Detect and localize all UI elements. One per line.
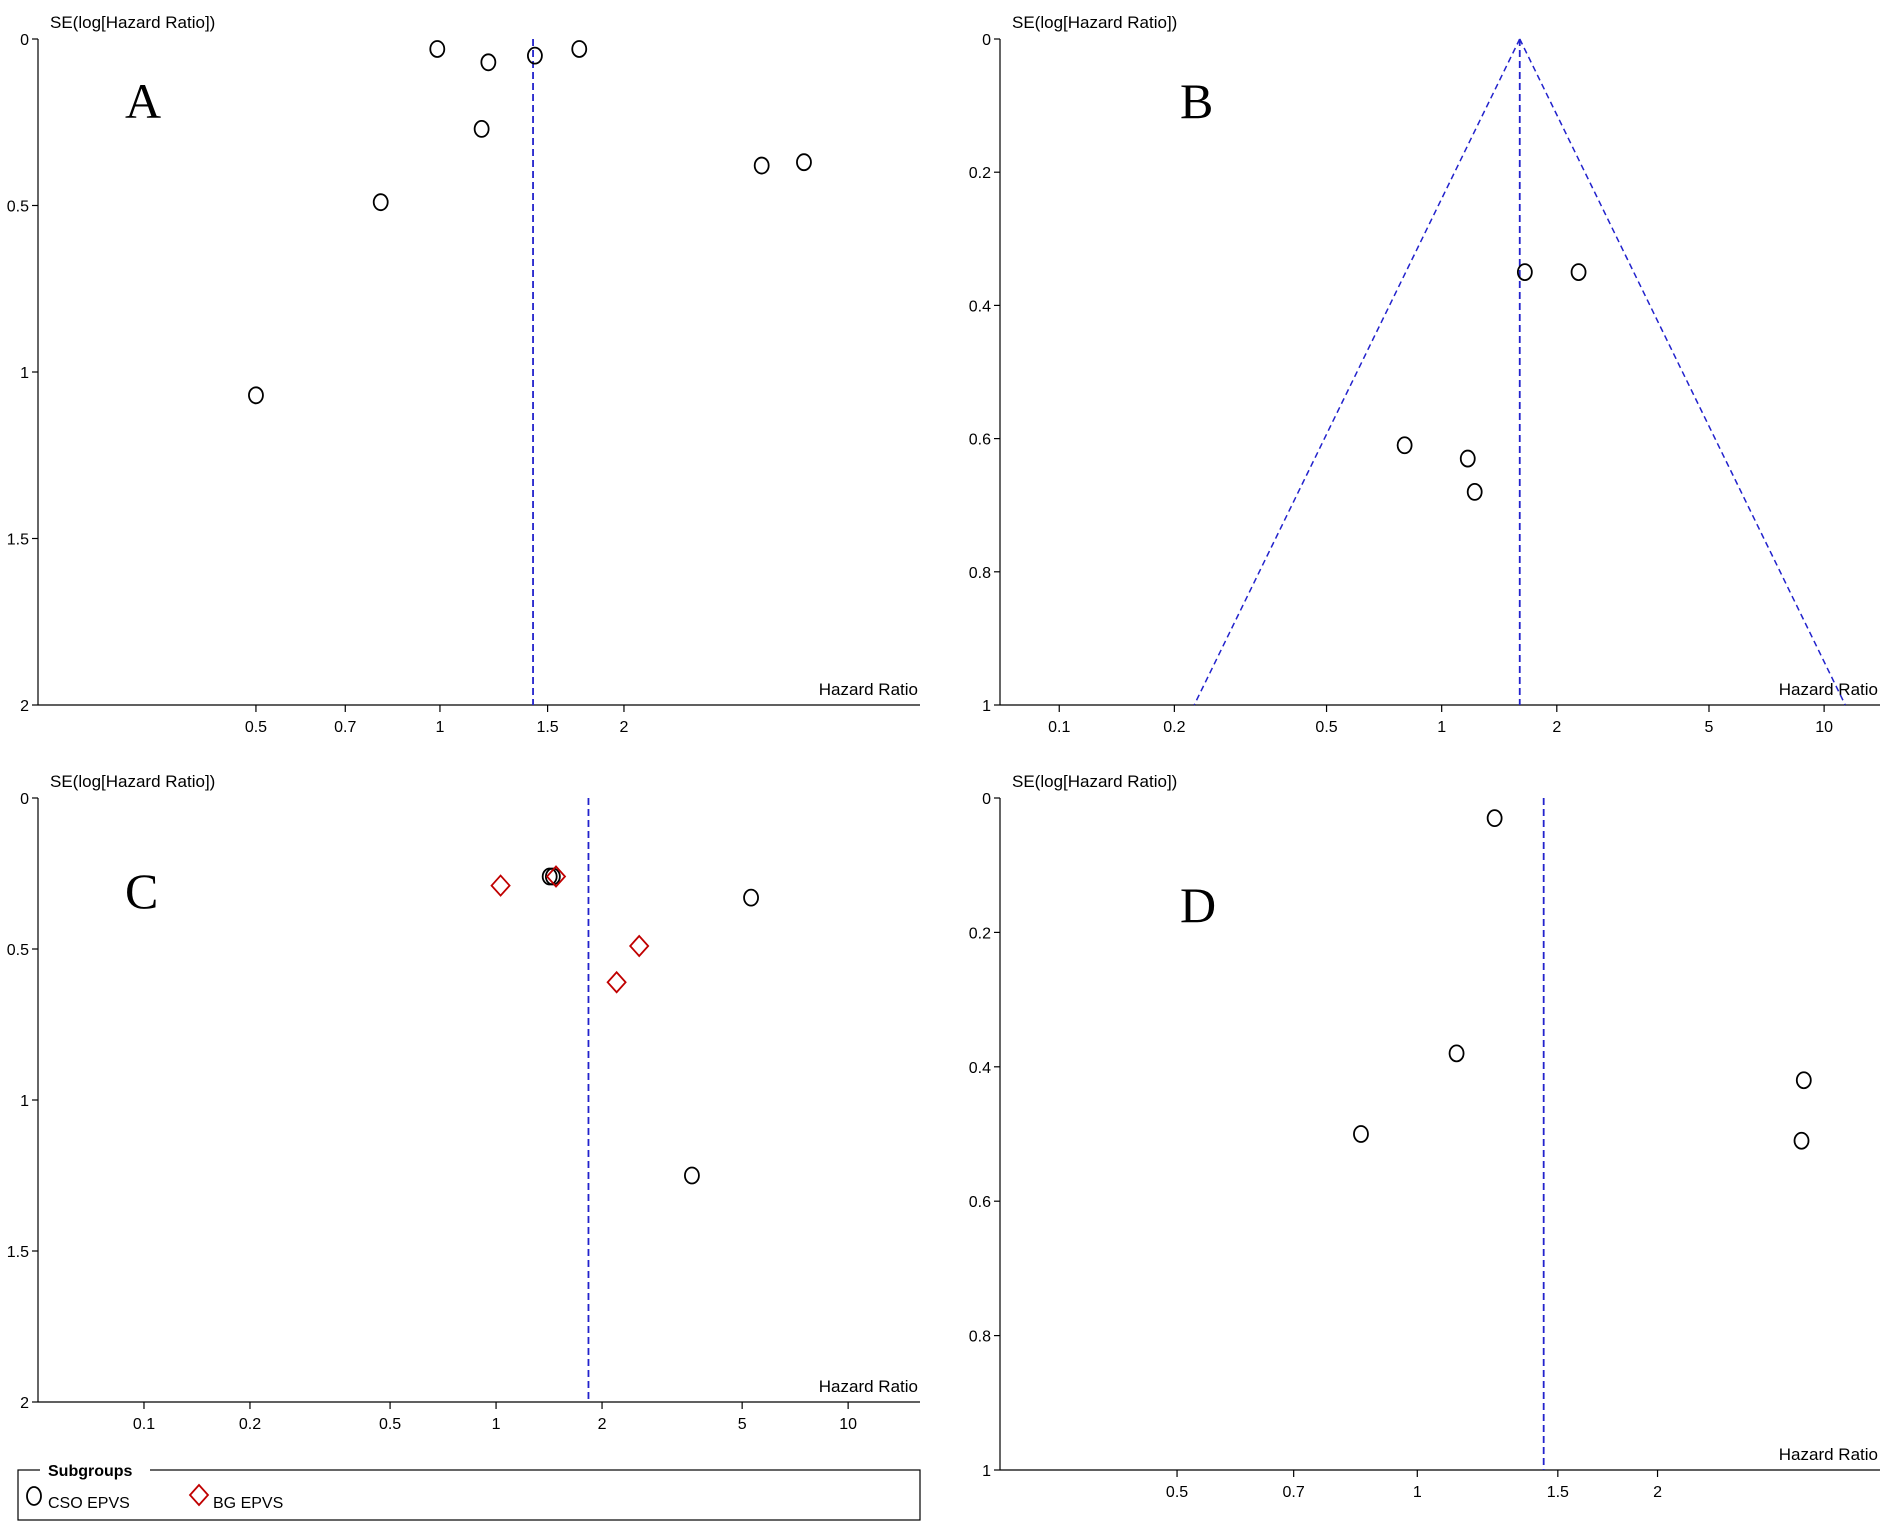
x-tick-label: 5: [738, 1416, 747, 1433]
data-point-circle: [1353, 1125, 1369, 1143]
y-tick-label: 0: [982, 32, 991, 49]
y-tick-label: 0: [20, 32, 29, 49]
data-point-circle: [372, 193, 389, 212]
y-tick-label: 0.2: [969, 165, 991, 182]
panel-letter: D: [1180, 877, 1216, 933]
panel-letter: A: [125, 73, 161, 129]
x-tick-label: 0.2: [1163, 719, 1185, 736]
x-tick-label: 0.7: [334, 719, 356, 736]
data-point-circle: [1486, 809, 1503, 828]
y-tick-label: 0: [982, 791, 991, 808]
data-point-circle: [480, 53, 497, 72]
y-tick-label: 0.6: [969, 1194, 991, 1211]
y-tick-label: 1: [20, 1093, 29, 1110]
x-tick-label: 0.1: [1048, 719, 1070, 736]
data-point-circle: [1570, 263, 1587, 282]
x-tick-label: 0.5: [1166, 1484, 1188, 1501]
x-tick-label: 0.5: [379, 1416, 401, 1433]
y-tick-label: 0.4: [969, 1060, 991, 1077]
panel-b: SE(log[Hazard Ratio]) Hazard Ratio 0 0.2 0.4…: [969, 13, 1880, 736]
data-point-circle: [1793, 1131, 1810, 1150]
data-point-diamond: [628, 934, 650, 958]
data-point-circle: [743, 888, 759, 907]
y-tick-label: 0: [20, 791, 29, 808]
y-tick-label: 1.5: [7, 1244, 29, 1261]
legend-diamond-icon: [188, 1483, 210, 1507]
data-point-circle: [1448, 1044, 1465, 1063]
legend-box: [17, 1469, 921, 1521]
panel-letter: C: [125, 863, 158, 919]
x-tick-label: 1: [436, 719, 445, 736]
legend-title-bg: [40, 1460, 150, 1478]
x-tick-label: 1: [1413, 1484, 1422, 1501]
data-point-circle: [796, 153, 812, 172]
data-point-circle: [473, 120, 490, 138]
y-axis-label: SE(log[Hazard Ratio]): [1012, 13, 1177, 32]
data-point-circle: [1396, 436, 1413, 455]
x-axis-label: Hazard Ratio: [819, 1377, 918, 1396]
y-tick-label: 0.5: [7, 942, 29, 959]
data-point-circle: [248, 386, 264, 405]
data-point-circle: [527, 46, 543, 65]
data-point-circle: [571, 40, 588, 58]
x-axis-label: Hazard Ratio: [1779, 680, 1878, 699]
x-tick-label: 0.5: [245, 719, 267, 736]
data-point-diamond: [606, 970, 627, 994]
data-point-diamond: [545, 865, 567, 888]
y-tick-label: 0.2: [969, 925, 991, 942]
y-tick-label: 1.5: [7, 532, 29, 549]
x-tick-label: 2: [620, 719, 629, 736]
y-tick-label: 2: [20, 1395, 29, 1412]
x-tick-label: 0.2: [239, 1416, 261, 1433]
y-tick-label: 0.4: [969, 298, 991, 315]
data-point-circle: [684, 1166, 700, 1185]
y-tick-label: 2: [20, 698, 29, 715]
data-point-diamond: [490, 874, 511, 897]
legend-entry-label: BG EPVS: [213, 1495, 283, 1512]
x-tick-label: 2: [1653, 1484, 1662, 1501]
panel-letter: B: [1180, 73, 1213, 129]
y-axis-label: SE(log[Hazard Ratio]): [50, 13, 215, 32]
x-axis-label: Hazard Ratio: [819, 680, 918, 699]
x-tick-label: 1: [1437, 719, 1446, 736]
y-tick-label: 0.8: [969, 565, 991, 582]
x-tick-label: 5: [1705, 719, 1714, 736]
x-tick-label: 10: [839, 1416, 857, 1433]
y-axis-label: SE(log[Hazard Ratio]): [50, 772, 215, 791]
x-tick-label: 0.5: [1315, 719, 1337, 736]
x-tick-label: 1.5: [536, 719, 558, 736]
data-point-circle: [541, 867, 558, 886]
panel-c: SE(log[Hazard Ratio]) Hazard Ratio 0 0.5 1 1.…: [7, 772, 921, 1521]
x-tick-label: 2: [598, 1416, 607, 1433]
legend: Subgroups CSO EPVS BG EPVS: [17, 1460, 921, 1521]
x-tick-label: 2: [1552, 719, 1561, 736]
y-tick-label: 0.5: [7, 199, 29, 216]
data-point-circle: [1795, 1071, 1812, 1090]
y-axis-label: SE(log[Hazard Ratio]): [1012, 772, 1177, 791]
y-tick-label: 1: [982, 698, 991, 715]
x-tick-label: 10: [1815, 719, 1833, 736]
panel-d: SE(log[Hazard Ratio]) Hazard Ratio 0 0.2 0.4…: [969, 772, 1880, 1501]
y-tick-label: 0.6: [969, 432, 991, 449]
funnel-left-line: [1193, 38, 1521, 706]
data-point-circle: [1466, 482, 1483, 501]
legend-entry-label: CSO EPVS: [48, 1495, 130, 1512]
x-tick-label: 1: [492, 1416, 501, 1433]
data-point-circle: [1516, 263, 1533, 282]
data-point-circle: [1459, 449, 1476, 468]
x-tick-label: 0.1: [133, 1416, 155, 1433]
x-axis-label: Hazard Ratio: [1779, 1445, 1878, 1464]
legend-circle-icon: [26, 1486, 42, 1506]
panel-a: SE(log[Hazard Ratio]) Hazard Ratio 0 0.5 1 1.…: [7, 13, 920, 736]
data-point-circle: [753, 156, 770, 175]
y-tick-label: 1: [982, 1463, 991, 1480]
y-tick-label: 1: [20, 365, 29, 382]
x-tick-label: 0.7: [1283, 1484, 1305, 1501]
funnel-right-line: [1519, 38, 1846, 706]
y-tick-label: 0.8: [969, 1329, 991, 1346]
x-tick-label: 1.5: [1547, 1484, 1569, 1501]
legend-title: Subgroups: [48, 1463, 133, 1480]
data-point-circle: [429, 40, 446, 58]
